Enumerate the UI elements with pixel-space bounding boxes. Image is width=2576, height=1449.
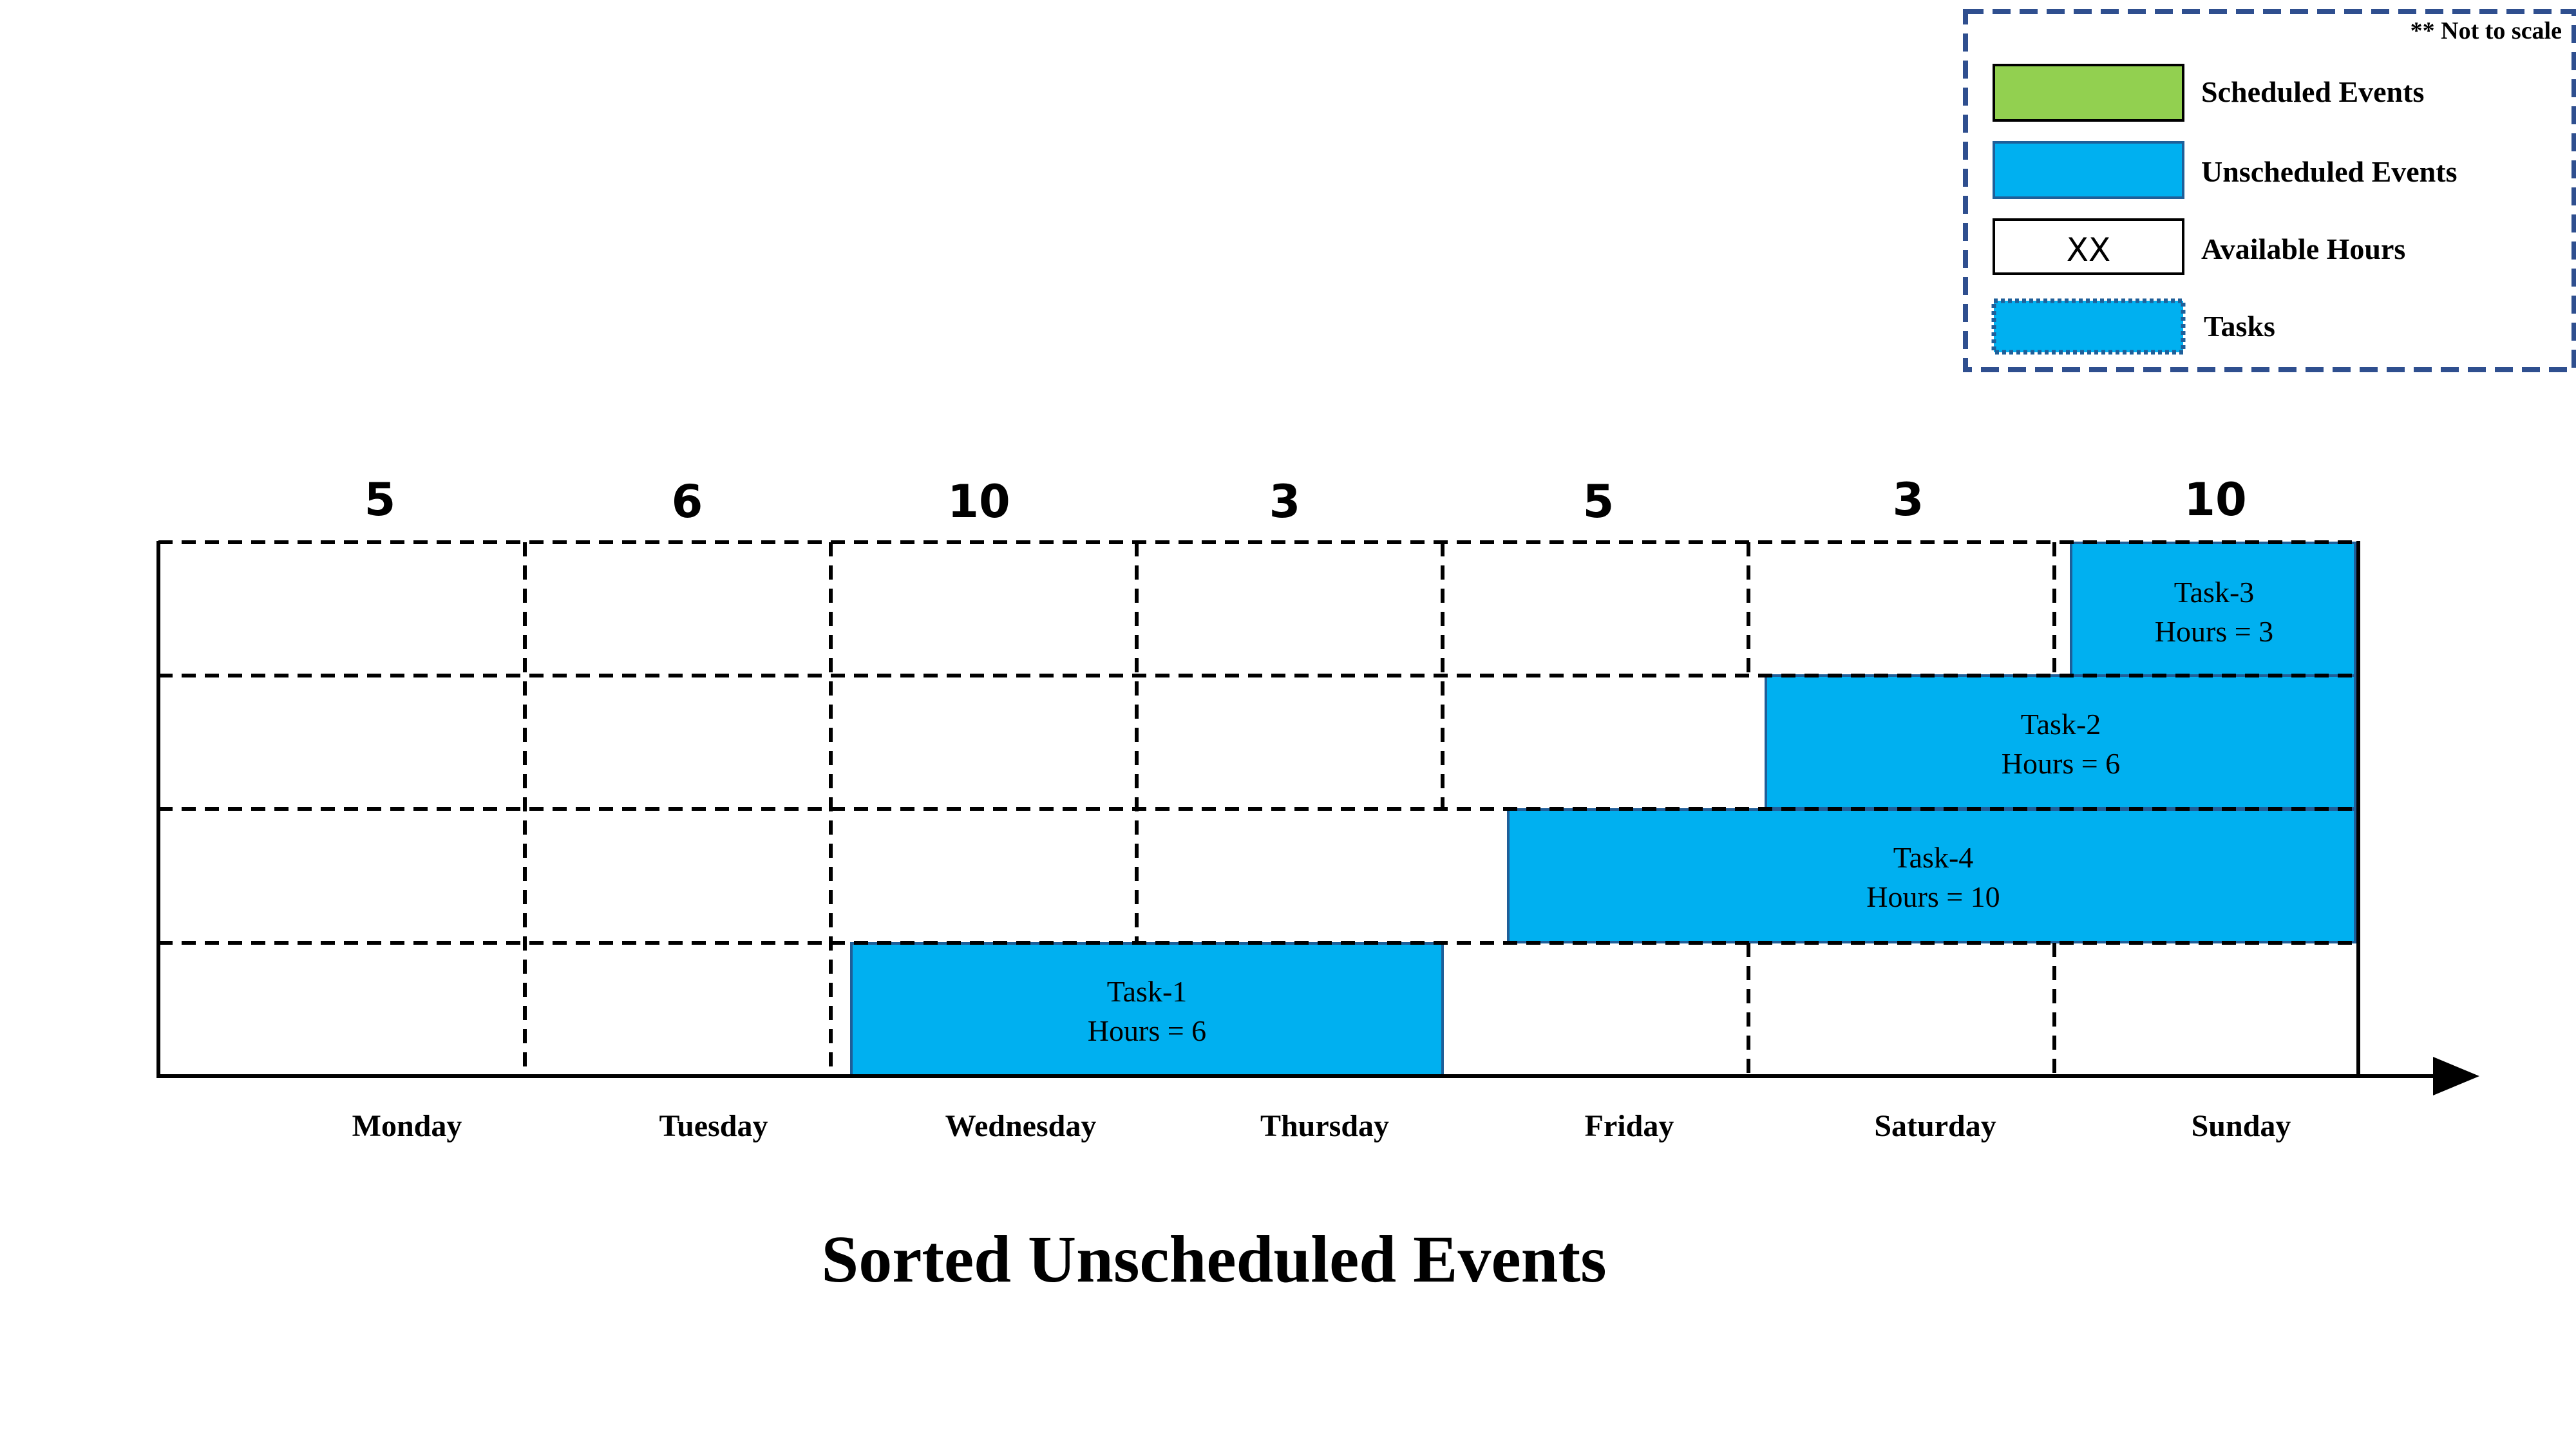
available-hours-saturday: 3 — [1893, 473, 1924, 526]
legend-label-task: Tasks — [2204, 310, 2275, 343]
task-block-task-3 — [2070, 542, 2356, 677]
legend-frame — [1963, 9, 2576, 372]
day-label-tuesday: Tuesday — [659, 1109, 768, 1143]
day-labels: Monday Tuesday Wednesday Thursday Friday… — [352, 1109, 2291, 1143]
diagram-title: Sorted Unscheduled Events — [821, 1222, 1606, 1296]
day-label-friday: Friday — [1585, 1109, 1674, 1143]
task-name-task-4: Task-4 — [1893, 841, 1974, 874]
task-block-task-4 — [1507, 808, 2356, 943]
task-labels: Task-3 Hours = 3 Task-2 Hours = 6 Task-4… — [1088, 576, 2273, 1047]
legend-swatch-task — [1991, 298, 2186, 355]
task-block-task-2 — [1765, 674, 2356, 810]
day-label-monday: Monday — [352, 1109, 462, 1143]
legend-swatch-available-text: XX — [2067, 231, 2111, 269]
task-name-task-3: Task-3 — [2174, 576, 2255, 609]
axes — [156, 541, 2479, 1095]
available-hours-row: 5 6 10 3 5 3 10 — [365, 473, 2247, 528]
task-blocks — [850, 542, 2356, 1077]
day-label-saturday: Saturday — [1874, 1109, 1996, 1143]
day-label-sunday: Sunday — [2192, 1109, 2291, 1143]
available-hours-wednesday: 10 — [947, 475, 1010, 528]
task-name-task-1: Task-1 — [1107, 975, 1188, 1008]
legend-label-scheduled: Scheduled Events — [2201, 75, 2424, 108]
task-name-task-2: Task-2 — [2021, 708, 2101, 741]
available-hours-sunday: 10 — [2184, 473, 2246, 526]
legend-label-available: Available Hours — [2201, 232, 2405, 265]
legend-label-unscheduled: Unscheduled Events — [2201, 155, 2457, 188]
legend-swatch-scheduled — [1993, 64, 2184, 122]
available-hours-tuesday: 6 — [672, 475, 703, 528]
schedule-grid — [158, 540, 2358, 1074]
available-hours-monday: 5 — [365, 473, 396, 526]
available-hours-friday: 5 — [1583, 475, 1615, 528]
legend-note: ** Not to scale — [2410, 17, 2562, 44]
task-hours-task-3: Hours = 3 — [2155, 615, 2273, 648]
day-label-thursday: Thursday — [1260, 1109, 1389, 1143]
task-hours-task-4: Hours = 10 — [1866, 880, 2000, 913]
day-label-wednesday: Wednesday — [945, 1109, 1097, 1143]
task-hours-task-1: Hours = 6 — [1088, 1014, 1206, 1047]
legend-swatch-available — [1993, 218, 2184, 275]
task-block-task-1 — [850, 942, 1444, 1077]
legend-swatch-unscheduled — [1993, 141, 2184, 199]
legend: ** Not to scale Scheduled Events Unsched… — [1963, 9, 2576, 372]
available-hours-thursday: 3 — [1269, 475, 1301, 528]
task-hours-task-2: Hours = 6 — [2002, 747, 2120, 780]
